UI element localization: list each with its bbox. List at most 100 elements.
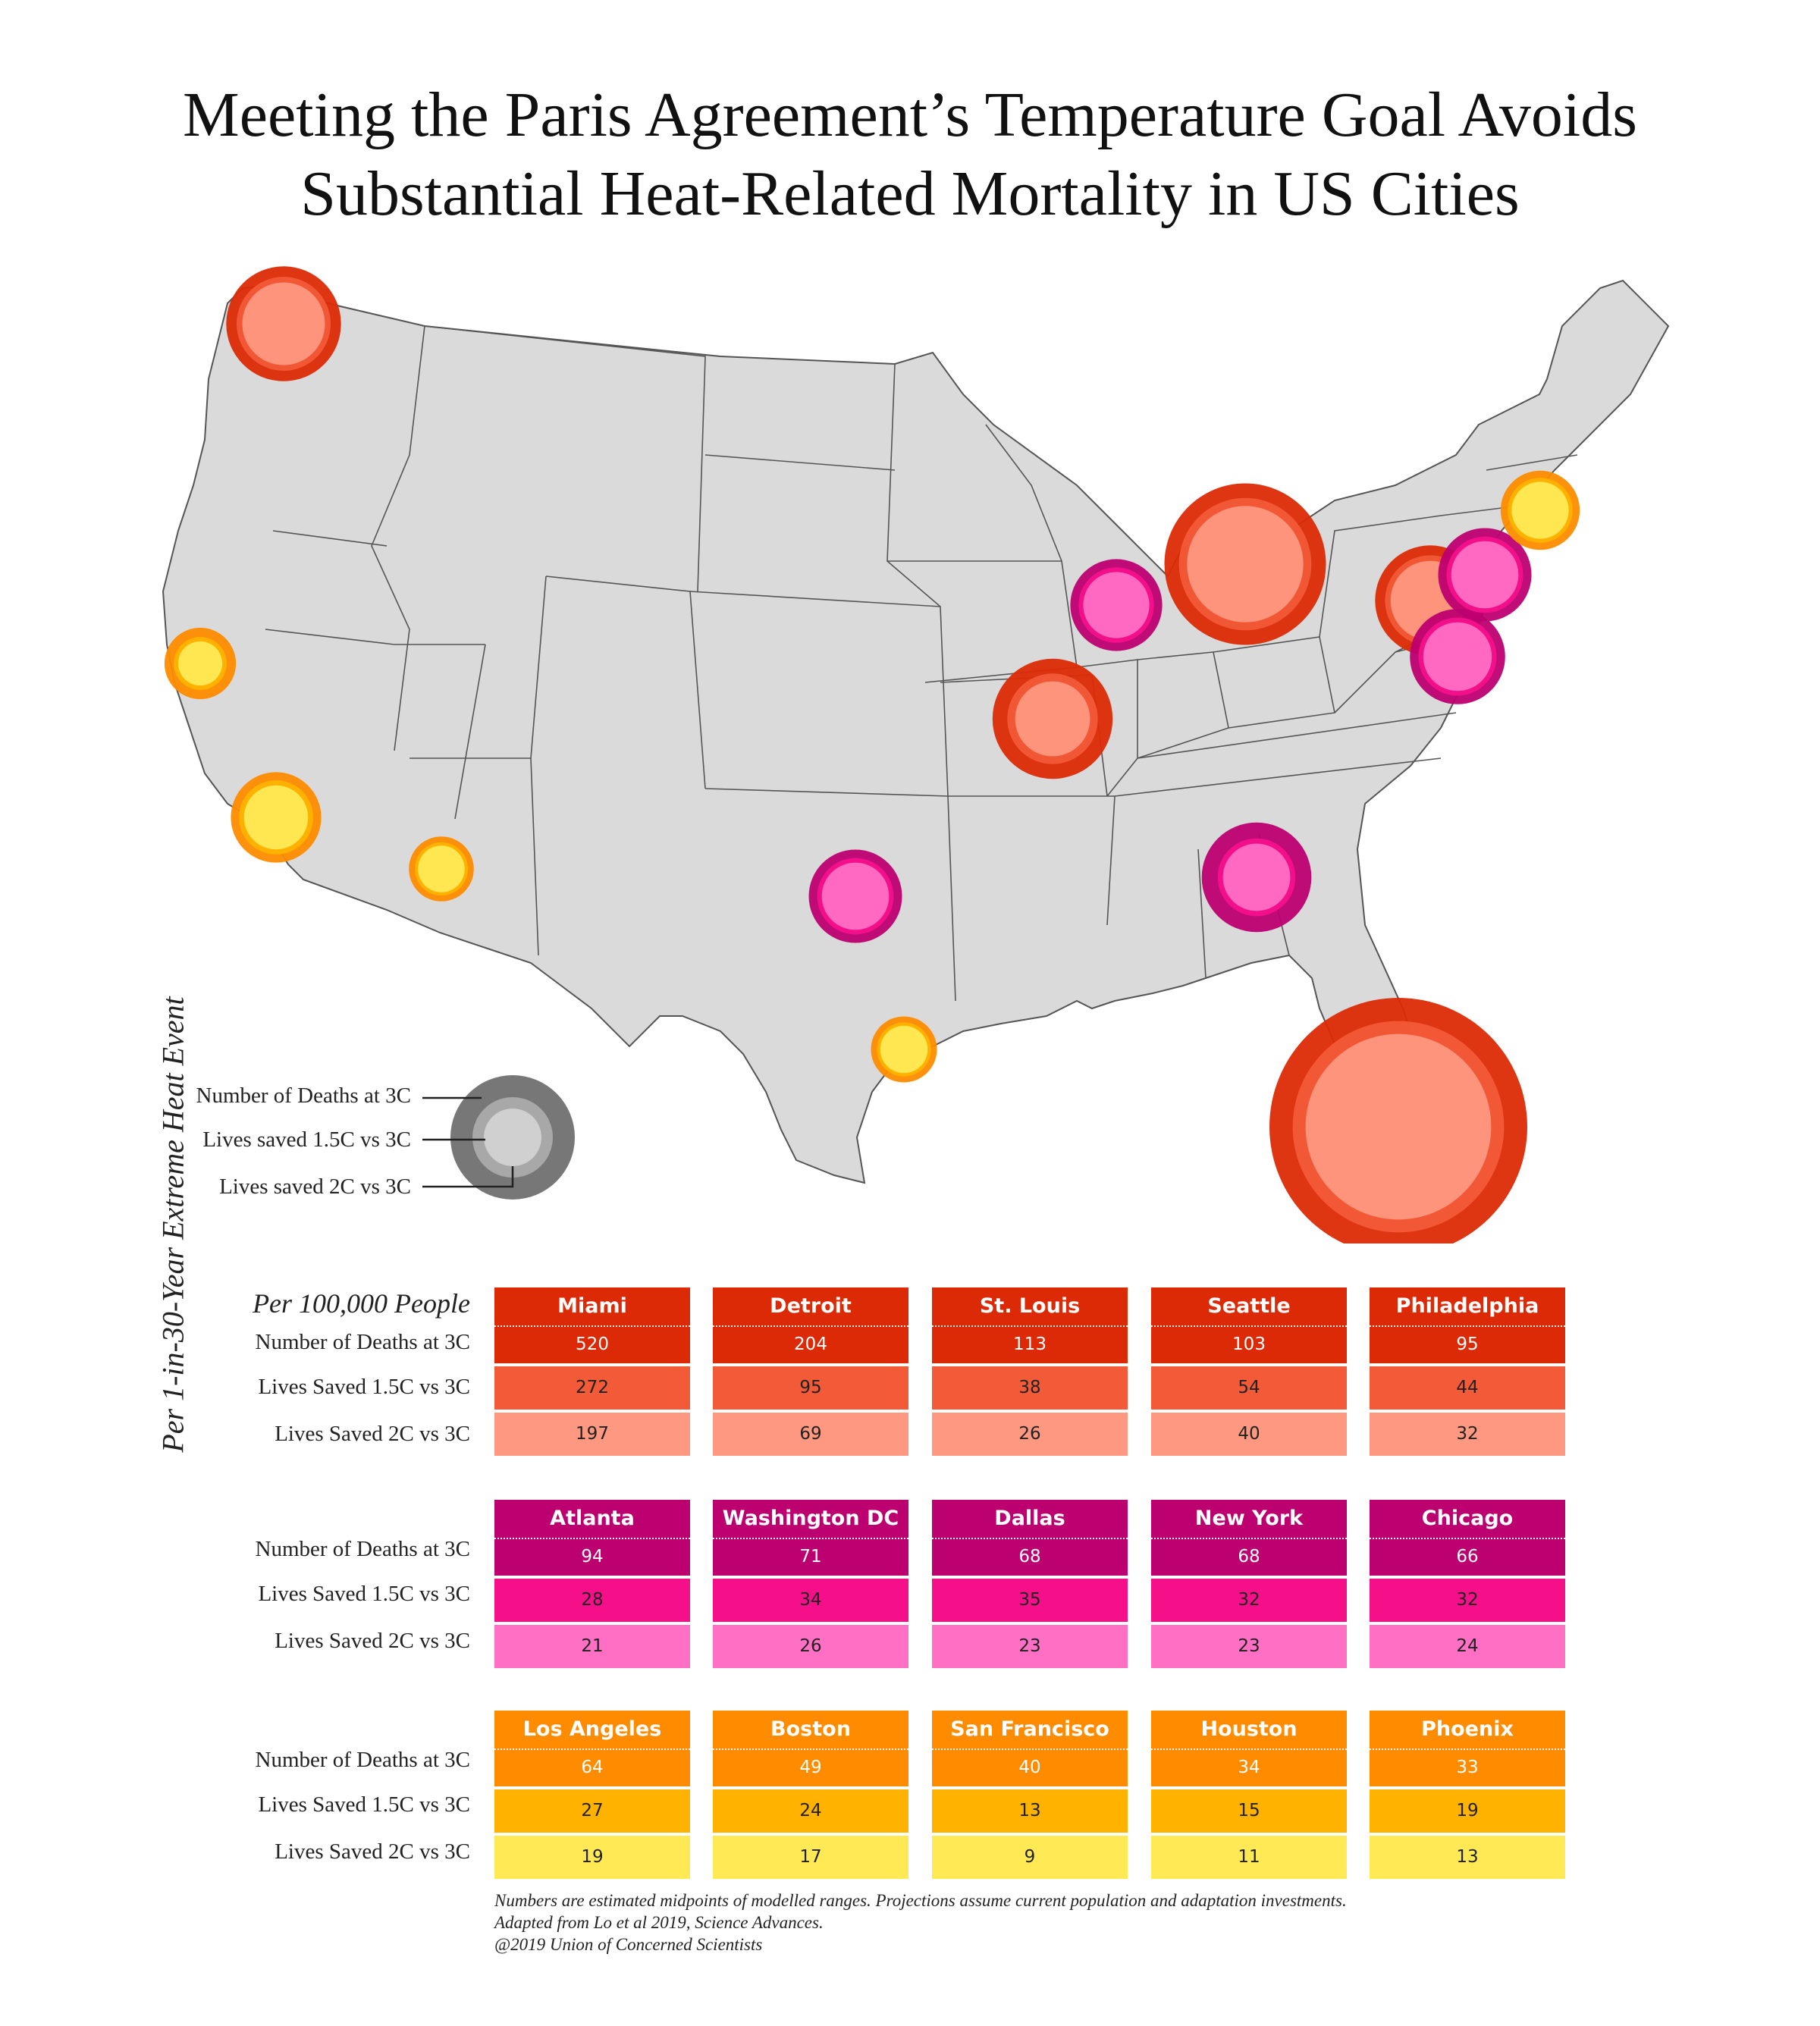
deaths-cell: 68	[932, 1538, 1128, 1576]
legend-saved2-label: Lives saved 2C vs 3C	[219, 1175, 411, 1199]
saved15-cell: 35	[932, 1579, 1128, 1622]
saved2-cell: 19	[494, 1836, 690, 1879]
footnote-line-1: Numbers are estimated midpoints of model…	[494, 1891, 1347, 1910]
city-card-new-york: New York 68 32 23	[1151, 1500, 1347, 1668]
city-card-st-louis: St. Louis 113 38 26	[932, 1287, 1128, 1456]
deaths-cell: 94	[494, 1538, 690, 1576]
city-name: Detroit	[713, 1287, 908, 1325]
city-card-houston: Houston 34 15 11	[1151, 1711, 1347, 1879]
city-name: St. Louis	[932, 1287, 1128, 1325]
deaths-cell: 113	[932, 1325, 1128, 1363]
bubble-detroit-saved2	[1187, 506, 1304, 623]
saved2-cell: 23	[932, 1625, 1128, 1668]
city-card-washington-dc: Washington DC 71 34 26	[713, 1500, 908, 1668]
footnote: Numbers are estimated midpoints of model…	[494, 1890, 1347, 1955]
legend-leader-saved2	[422, 1166, 514, 1188]
city-name: Philadelphia	[1370, 1287, 1565, 1325]
city-card-los-angeles: Los Angeles 64 27 19	[494, 1711, 690, 1879]
deaths-cell: 95	[1370, 1325, 1565, 1363]
city-card-san-francisco: San Francisco 40 13 9	[932, 1711, 1128, 1879]
saved15-cell: 19	[1370, 1789, 1565, 1833]
deaths-cell: 68	[1151, 1538, 1347, 1576]
city-name: Miami	[494, 1287, 690, 1325]
saved2-cell: 32	[1370, 1413, 1565, 1456]
deaths-cell: 103	[1151, 1325, 1347, 1363]
deaths-cell: 520	[494, 1325, 690, 1363]
city-name: Washington DC	[713, 1500, 908, 1538]
saved2-cell: 21	[494, 1625, 690, 1668]
city-name: Los Angeles	[494, 1711, 690, 1748]
row-label-deaths: Number of Deaths at 3C	[255, 1537, 471, 1561]
city-card-philadelphia: Philadelphia 95 44 32	[1370, 1287, 1565, 1456]
bubble-houston-saved2	[880, 1025, 928, 1074]
saved15-cell: 44	[1370, 1366, 1565, 1410]
city-card-chicago: Chicago 66 32 24	[1370, 1500, 1565, 1668]
legend-ring-saved2	[484, 1109, 541, 1166]
deaths-cell: 66	[1370, 1538, 1565, 1576]
bubble-phoenix-saved2	[418, 845, 465, 892]
bubble-st-louis-saved2	[1015, 681, 1090, 757]
table-vertical-label: Per 1-in-30-Year Extreme Heat Event	[155, 996, 190, 1453]
legend-deaths-label: Number of Deaths at 3C	[196, 1084, 412, 1108]
city-card-dallas: Dallas 68 35 23	[932, 1500, 1128, 1668]
saved15-cell: 272	[494, 1366, 690, 1410]
saved15-cell: 24	[713, 1789, 908, 1833]
saved15-cell: 28	[494, 1579, 690, 1622]
saved15-cell: 27	[494, 1789, 690, 1833]
saved2-cell: 9	[932, 1836, 1128, 1879]
saved2-cell: 197	[494, 1413, 690, 1456]
deaths-cell: 64	[494, 1748, 690, 1786]
city-name: New York	[1151, 1500, 1347, 1538]
legend-bubble	[422, 1075, 575, 1200]
saved2-cell: 23	[1151, 1625, 1347, 1668]
footnote-line-2: Adapted from Lo et al 2019, Science Adva…	[494, 1913, 824, 1932]
city-name: Dallas	[932, 1500, 1128, 1538]
bubble-dallas-saved2	[821, 862, 890, 930]
saved15-cell: 32	[1370, 1579, 1565, 1622]
deaths-cell: 40	[932, 1748, 1128, 1786]
deaths-cell: 33	[1370, 1748, 1565, 1786]
saved15-cell: 15	[1151, 1789, 1347, 1833]
city-name: Boston	[713, 1711, 908, 1748]
saved15-cell: 32	[1151, 1579, 1347, 1622]
page-title: Meeting the Paris Agreement’s Temperatur…	[0, 76, 1820, 234]
saved15-cell: 95	[713, 1366, 908, 1410]
saved15-cell: 34	[713, 1579, 908, 1622]
title-line-1: Meeting the Paris Agreement’s Temperatur…	[183, 80, 1637, 150]
city-name: Chicago	[1370, 1500, 1565, 1538]
saved2-cell: 69	[713, 1413, 908, 1456]
bubble-washington-dc-saved2	[1423, 622, 1492, 692]
row-label-deaths: Number of Deaths at 3C	[255, 1330, 471, 1354]
row-label-saved15: Lives Saved 1.5C vs 3C	[258, 1582, 470, 1606]
city-card-seattle: Seattle 103 54 40	[1151, 1287, 1347, 1456]
bubble-los-angeles-saved2	[243, 785, 309, 850]
city-name: Seattle	[1151, 1287, 1347, 1325]
city-card-boston: Boston 49 24 17	[713, 1711, 908, 1879]
saved15-cell: 13	[932, 1789, 1128, 1833]
deaths-cell: 204	[713, 1325, 908, 1363]
row-label-saved2: Lives Saved 2C vs 3C	[275, 1422, 470, 1446]
row-label-saved15: Lives Saved 1.5C vs 3C	[258, 1792, 470, 1817]
city-name: Phoenix	[1370, 1711, 1565, 1748]
legend-saved15-label: Lives saved 1.5C vs 3C	[202, 1127, 411, 1152]
city-card-miami: Miami 520 272 197	[494, 1287, 690, 1456]
bubble-san-francisco-saved2	[177, 641, 223, 686]
bubble-new-york-saved2	[1451, 541, 1519, 609]
bubble-seattle-saved2	[242, 282, 325, 365]
saved2-cell: 13	[1370, 1836, 1565, 1879]
city-name: Houston	[1151, 1711, 1347, 1748]
bubble-miami-saved2	[1305, 1033, 1492, 1220]
saved2-cell: 26	[932, 1413, 1128, 1456]
city-name: San Francisco	[932, 1711, 1128, 1748]
row-label-saved2: Lives Saved 2C vs 3C	[275, 1629, 470, 1653]
row-label-saved2: Lives Saved 2C vs 3C	[275, 1839, 470, 1864]
bubble-chicago-saved2	[1083, 572, 1150, 638]
saved15-cell: 54	[1151, 1366, 1347, 1410]
saved2-cell: 26	[713, 1625, 908, 1668]
city-card-phoenix: Phoenix 33 19 13	[1370, 1711, 1565, 1879]
title-line-2: Substantial Heat-Related Mortality in US…	[300, 158, 1520, 229]
saved15-cell: 38	[932, 1366, 1128, 1410]
bubble-boston-saved2	[1511, 481, 1569, 539]
row-label-deaths: Number of Deaths at 3C	[255, 1748, 471, 1772]
saved2-cell: 24	[1370, 1625, 1565, 1668]
